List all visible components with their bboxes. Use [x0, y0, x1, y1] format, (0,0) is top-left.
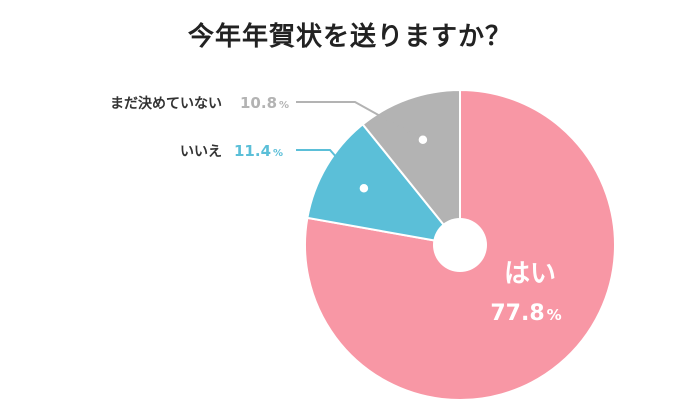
leader-dot-2: [417, 134, 429, 146]
donut-hole: [433, 218, 487, 272]
leader-line-2: [296, 101, 424, 141]
slice-label-1: いいえ: [180, 144, 222, 160]
slice-value-0: 77.8%: [490, 301, 561, 326]
slice-value-2: 10.8%: [240, 94, 289, 112]
labels-layer: はい 77.8 % いいえ 11.4 % まだ決めていない 10.8%: [110, 94, 562, 326]
slice-value-number-0: 77.8: [490, 301, 544, 326]
slice-1: [306, 122, 463, 247]
leader-line-1: [296, 149, 365, 189]
slice-label-0: はい: [504, 259, 556, 289]
slice-value-number-2: 10.8: [240, 94, 277, 112]
slice-value-1: 11.4%: [234, 142, 283, 160]
slice-value-unit-1: %: [273, 148, 283, 159]
chart-title: 今年年賀状を送りますか？: [187, 22, 512, 52]
leader-dot-1: [358, 182, 370, 194]
slice-value-unit-2: %: [279, 100, 289, 111]
slice-value-unit-0: %: [547, 306, 562, 324]
slice-label-2: まだ決めていない: [110, 95, 222, 112]
slice-value-number-1: 11.4: [234, 142, 271, 160]
slice-2: [361, 88, 461, 248]
